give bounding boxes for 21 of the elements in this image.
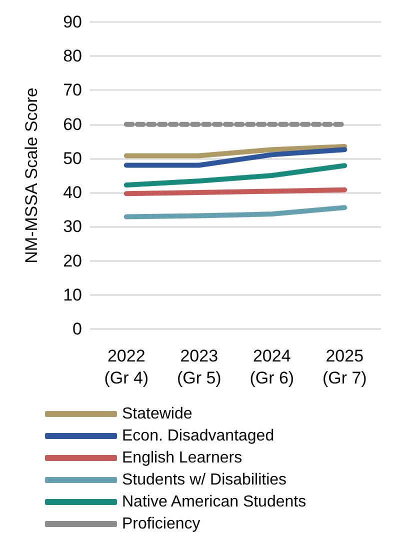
x-tick-label: 2022 (Gr 4) [104, 346, 149, 388]
y-tick-label: 10 [63, 285, 82, 304]
y-tick-label: 40 [63, 183, 82, 202]
y-tick-label: 50 [63, 148, 82, 168]
x-tick-label: 2024 (Gr 6) [250, 346, 294, 388]
y-tick-label: 0 [72, 320, 82, 338]
legend-label: Students w/ Disabilities [122, 472, 287, 488]
y-tick-label: 90 [63, 12, 82, 32]
legend-label: Proficiency [122, 516, 200, 532]
y-tick-label: 30 [63, 217, 82, 236]
y-axis-title: NM-MSSA Scale Score [22, 88, 41, 264]
legend-label: Statewide [122, 406, 192, 422]
x-tick-label: 2025 (Gr 7) [322, 346, 367, 388]
legend-label: Native American Students [122, 494, 306, 510]
legend-label: English Learners [122, 450, 242, 466]
y-tick-label: 60 [63, 114, 82, 134]
y-tick-label: 80 [63, 46, 82, 66]
legend-label: Econ. Disadvantaged [122, 428, 274, 444]
y-tick-label: 20 [63, 251, 82, 270]
x-tick-label: 2023 (Gr 5) [176, 346, 222, 388]
y-tick-label: 70 [63, 80, 82, 100]
